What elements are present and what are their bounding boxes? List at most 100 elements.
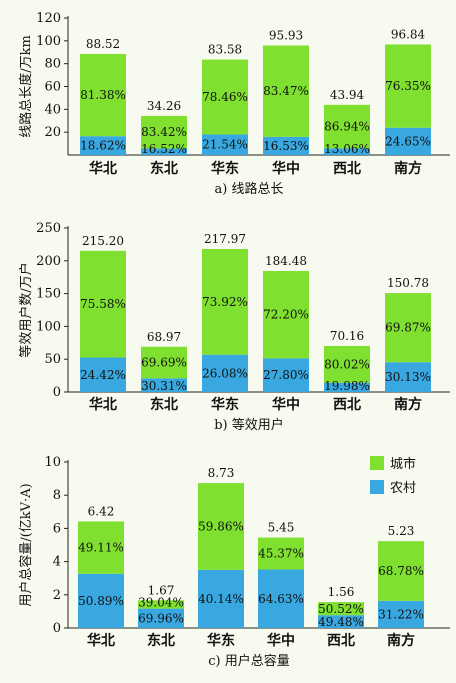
category-label: 南方 (387, 632, 415, 649)
rural-share-label: 49.48% (318, 615, 364, 629)
y-tick-label: 0 (53, 385, 61, 400)
rural-share-label: 30.31% (141, 379, 187, 393)
rural-share-label: 27.80% (263, 368, 309, 382)
city-share-label: 83.42% (141, 125, 187, 139)
category-label: 华东 (211, 160, 239, 177)
category-label: 西北 (333, 397, 361, 413)
bar-city-1 (80, 250, 126, 358)
y-tick-label: 2 (53, 588, 61, 603)
rural-share-label: 24.65% (385, 134, 431, 148)
category-label: 西北 (333, 161, 361, 177)
y-tick-label: 250 (36, 221, 61, 236)
y-tick-label: 80 (44, 57, 61, 72)
bar-city-2 (138, 600, 184, 609)
category-label: 华北 (87, 632, 115, 649)
y-tick-label: 100 (36, 319, 61, 334)
y-tick-label: 150 (36, 287, 61, 302)
rural-share-label: 26.08% (202, 366, 248, 380)
total-label: 70.16 (330, 329, 364, 343)
bar-rural-1 (78, 573, 124, 628)
bar-city-5 (318, 602, 364, 616)
total-label: 217.97 (204, 232, 246, 246)
category-label: 华中 (272, 396, 300, 413)
bar-rural-5 (318, 615, 364, 628)
bar-city-1 (78, 521, 124, 574)
y-tick-label: 60 (44, 80, 61, 95)
bar-city-4 (263, 270, 309, 359)
total-label: 1.67 (148, 583, 175, 597)
y-tick-label: 6 (53, 521, 61, 536)
y-tick-label: 4 (53, 555, 61, 570)
total-label: 1.56 (328, 585, 355, 599)
bar-city-3 (202, 59, 248, 135)
bar-city-3 (198, 483, 244, 570)
city-share-label: 76.35% (385, 79, 431, 93)
city-share-label: 72.20% (263, 308, 309, 322)
bar-rural-4 (258, 569, 304, 628)
chart-panel-2: 0 50 100 150 200 250 等效用户数/万户 215.20 75.58% 24.42… (18, 221, 450, 433)
rural-share-label: 13.06% (324, 142, 370, 156)
total-label: 96.84 (391, 27, 426, 41)
y-tick-label: 200 (36, 254, 61, 269)
rural-share-label: 16.52% (141, 142, 187, 156)
chart-subtitle: b) 等效用户 (214, 417, 284, 433)
rural-share-label: 24.42% (80, 368, 126, 382)
category-label: 南方 (394, 396, 422, 413)
bar-rural-6 (385, 362, 431, 392)
rural-share-label: 31.22% (378, 607, 424, 621)
chart-subtitle: c) 用户总容量 (208, 653, 290, 669)
category-label: 南方 (394, 160, 422, 177)
bar-rural-3 (202, 354, 248, 392)
total-label: 8.73 (208, 466, 235, 480)
bar-city-3 (202, 249, 248, 355)
city-share-label: 73.92% (202, 295, 248, 309)
city-share-label: 69.69% (141, 356, 187, 370)
y-tick-label: 120 (36, 11, 61, 26)
city-share-label: 80.02% (324, 357, 370, 371)
bar-city-5 (324, 104, 370, 149)
total-label: 34.26 (147, 99, 181, 113)
legend-swatch (370, 480, 384, 494)
total-label: 215.20 (82, 234, 124, 248)
y-tick-label: 100 (36, 34, 61, 49)
bar-rural-5 (324, 148, 370, 155)
category-label: 华中 (272, 160, 300, 177)
category-label: 华北 (89, 396, 117, 413)
bar-rural-4 (263, 358, 309, 392)
total-label: 5.45 (268, 521, 295, 535)
legend-label: 农村 (390, 481, 416, 496)
category-label: 东北 (150, 160, 178, 177)
category-label: 西北 (327, 633, 355, 649)
y-axis-label: 线路总长度/万km (18, 35, 34, 138)
category-label: 华北 (89, 160, 117, 177)
rural-share-label: 18.62% (80, 139, 126, 153)
rural-share-label: 21.54% (202, 138, 248, 152)
bar-city-2 (141, 346, 187, 379)
category-label: 华东 (207, 632, 235, 649)
legend-swatch (370, 456, 384, 470)
city-share-label: 86.94% (324, 120, 370, 134)
bar-city-6 (378, 541, 424, 601)
total-label: 95.93 (269, 28, 303, 42)
total-label: 68.97 (147, 330, 181, 344)
chart-subtitle: a) 线路总长 (215, 181, 284, 197)
rural-share-label: 30.13% (385, 370, 431, 384)
rural-share-label: 69.96% (138, 611, 184, 625)
total-label: 5.23 (388, 524, 415, 538)
bar-rural-6 (378, 600, 424, 628)
y-axis-label: 等效用户数/万户 (18, 262, 34, 357)
bar-city-4 (258, 537, 304, 570)
bar-rural-1 (80, 357, 126, 392)
rural-share-label: 19.98% (324, 379, 370, 393)
y-tick-label: 8 (53, 488, 61, 503)
category-label: 华中 (267, 632, 295, 649)
bar-city-2 (141, 115, 187, 149)
bar-city-5 (324, 345, 370, 383)
city-share-label: 39.04% (138, 596, 184, 610)
city-share-label: 83.47% (263, 84, 309, 98)
total-label: 6.42 (88, 504, 115, 518)
category-label: 东北 (147, 632, 175, 649)
bar-city-1 (80, 53, 126, 137)
